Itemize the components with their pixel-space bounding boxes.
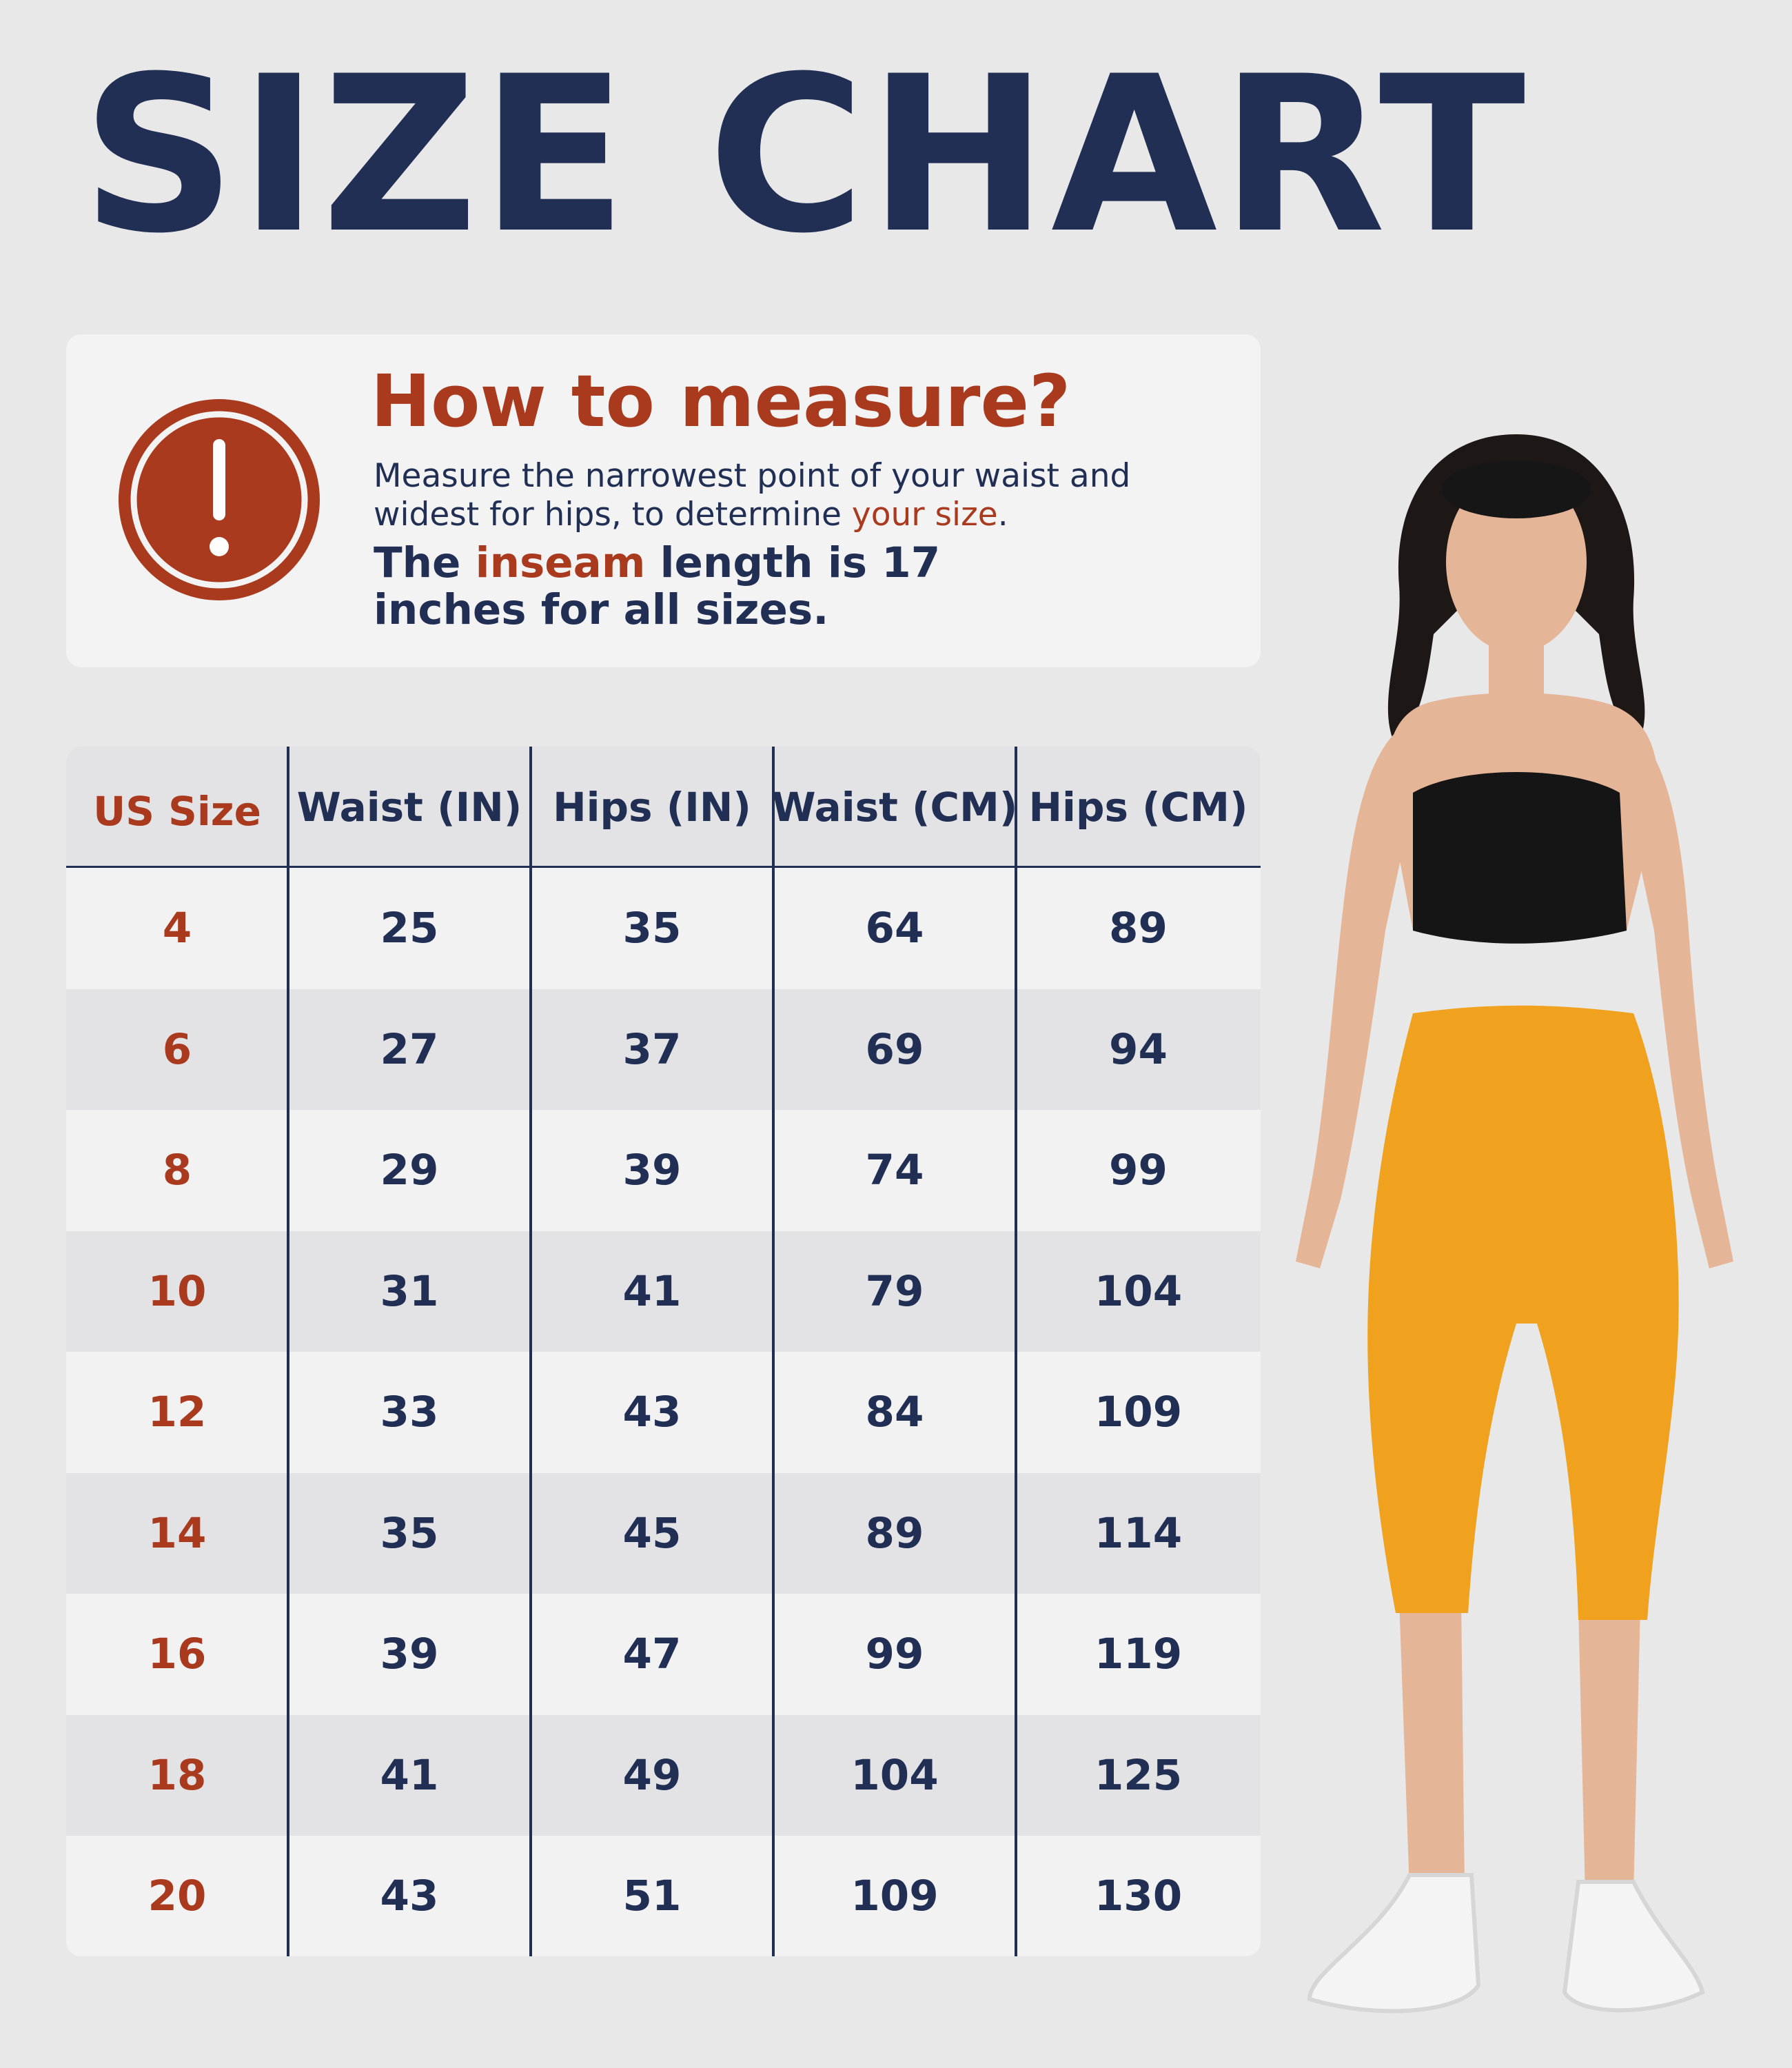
column-divider bbox=[529, 747, 532, 1956]
us-size-cell: 20 bbox=[147, 1872, 207, 1921]
exclamation-circle-icon bbox=[119, 399, 320, 600]
measure-instructions: Measure the narrowest point of your wais… bbox=[374, 457, 1131, 534]
size-table: US Size Waist (IN) Hips (IN) Waist (CM) … bbox=[66, 747, 1261, 1956]
header-us-size: US Size bbox=[93, 788, 261, 835]
hips-cm-cell: 99 bbox=[1109, 1146, 1168, 1195]
table-row: 8 29 39 74 99 bbox=[66, 1110, 1261, 1231]
waist-in-cell: 33 bbox=[380, 1388, 439, 1437]
hips-in-cell: 47 bbox=[622, 1630, 682, 1679]
how-to-measure-card: How to measure? Measure the narrowest po… bbox=[66, 334, 1261, 667]
hips-in-cell: 37 bbox=[622, 1024, 682, 1074]
waist-in-cell: 39 bbox=[380, 1630, 439, 1679]
table-row: 10 31 41 79 104 bbox=[66, 1230, 1261, 1352]
hips-in-cell: 45 bbox=[622, 1508, 682, 1558]
hips-in-cell: 51 bbox=[622, 1872, 682, 1921]
hips-cm-cell: 119 bbox=[1094, 1630, 1183, 1679]
model-headband bbox=[1442, 460, 1591, 518]
waist-cm-cell: 104 bbox=[851, 1750, 939, 1800]
hips-cm-cell: 109 bbox=[1094, 1388, 1183, 1437]
column-divider bbox=[287, 747, 289, 1956]
waist-in-cell: 35 bbox=[380, 1508, 439, 1558]
us-size-cell: 6 bbox=[162, 1024, 192, 1074]
waist-cm-cell: 69 bbox=[865, 1024, 924, 1074]
model-leggings bbox=[1367, 1005, 1679, 1620]
us-size-cell: 10 bbox=[147, 1266, 207, 1316]
waist-cm-cell: 74 bbox=[865, 1146, 924, 1195]
model-sneakers bbox=[1307, 1873, 1705, 2014]
inseam-highlight: inseam bbox=[475, 538, 646, 587]
table-row: 20 43 51 109 130 bbox=[66, 1836, 1261, 1956]
table-row: 14 35 45 89 114 bbox=[66, 1472, 1261, 1594]
waist-cm-cell: 89 bbox=[865, 1508, 924, 1558]
hips-in-cell: 43 bbox=[622, 1388, 682, 1437]
hips-cm-cell: 94 bbox=[1109, 1024, 1168, 1074]
waist-cm-cell: 109 bbox=[851, 1872, 939, 1921]
hips-cm-cell: 104 bbox=[1094, 1266, 1183, 1316]
header-hips-in: Hips (IN) bbox=[553, 784, 751, 831]
hips-in-cell: 49 bbox=[622, 1750, 682, 1800]
page-title: SIZE CHART bbox=[81, 30, 1529, 281]
waist-in-cell: 29 bbox=[380, 1146, 439, 1195]
hips-in-cell: 35 bbox=[622, 904, 682, 953]
hips-cm-cell: 89 bbox=[1109, 904, 1168, 953]
hips-cm-cell: 125 bbox=[1094, 1750, 1183, 1800]
us-size-cell: 8 bbox=[162, 1146, 192, 1195]
us-size-cell: 18 bbox=[147, 1750, 207, 1800]
waist-in-cell: 43 bbox=[380, 1872, 439, 1921]
header-waist-cm: Waist (CM) bbox=[771, 784, 1018, 831]
inseam-note: The inseam length is 17 inches for all s… bbox=[374, 538, 941, 634]
waist-in-cell: 31 bbox=[380, 1266, 439, 1316]
waist-cm-cell: 99 bbox=[865, 1630, 924, 1679]
us-size-cell: 12 bbox=[147, 1388, 207, 1437]
waist-cm-cell: 64 bbox=[865, 904, 924, 953]
waist-cm-cell: 84 bbox=[865, 1388, 924, 1437]
your-size-highlight: your size bbox=[851, 496, 998, 534]
column-divider bbox=[772, 747, 775, 1956]
table-row: 16 39 47 99 119 bbox=[66, 1594, 1261, 1715]
hips-cm-cell: 114 bbox=[1094, 1508, 1183, 1558]
table-row: 6 27 37 69 94 bbox=[66, 989, 1261, 1110]
column-divider bbox=[1015, 747, 1017, 1956]
hips-cm-cell: 130 bbox=[1094, 1872, 1183, 1921]
table-row: 4 25 35 64 89 bbox=[66, 868, 1261, 989]
us-size-cell: 4 bbox=[162, 904, 192, 953]
how-to-measure-heading: How to measure? bbox=[371, 359, 1071, 443]
model-sports-bra bbox=[1413, 772, 1627, 944]
us-size-cell: 14 bbox=[147, 1508, 207, 1558]
table-header: US Size Waist (IN) Hips (IN) Waist (CM) … bbox=[66, 747, 1261, 868]
waist-in-cell: 27 bbox=[380, 1024, 439, 1074]
table-row: 12 33 43 84 109 bbox=[66, 1352, 1261, 1473]
waist-cm-cell: 79 bbox=[865, 1266, 924, 1316]
model-photo bbox=[1296, 434, 1733, 2014]
waist-in-cell: 41 bbox=[380, 1750, 439, 1800]
header-divider bbox=[66, 866, 1261, 869]
waist-in-cell: 25 bbox=[380, 904, 439, 953]
us-size-cell: 16 bbox=[147, 1630, 207, 1679]
hips-in-cell: 39 bbox=[622, 1146, 682, 1195]
header-waist-in: Waist (IN) bbox=[296, 784, 522, 831]
table-row: 18 41 49 104 125 bbox=[66, 1714, 1261, 1836]
hips-in-cell: 41 bbox=[622, 1266, 682, 1316]
header-hips-cm: Hips (CM) bbox=[1028, 784, 1248, 831]
